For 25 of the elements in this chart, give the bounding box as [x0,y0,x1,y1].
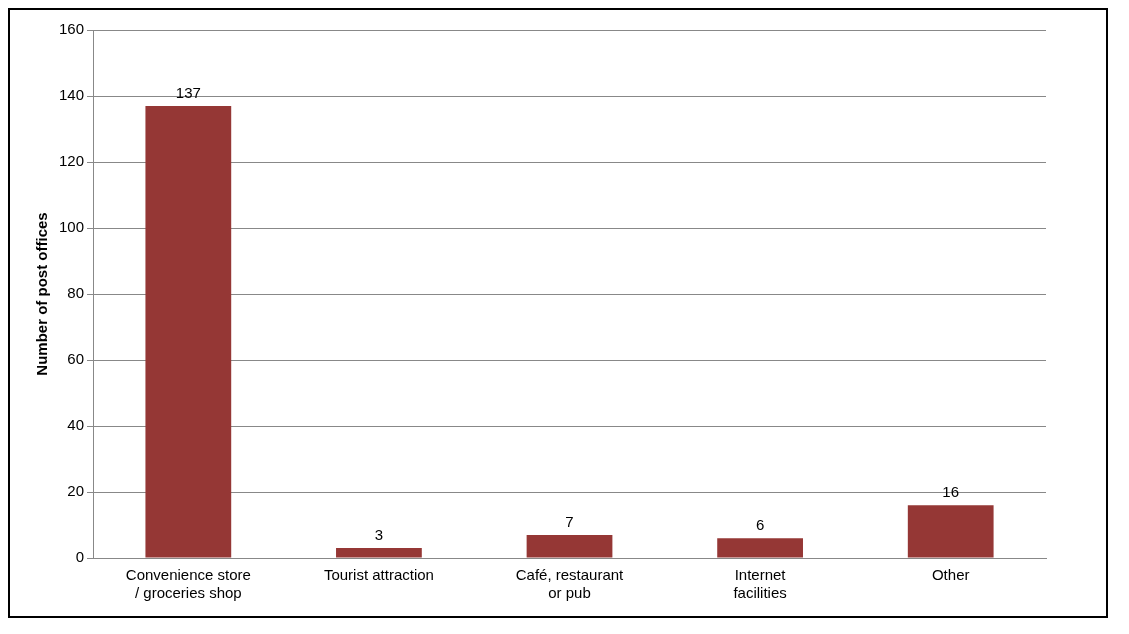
data-label: 6 [755,515,765,533]
x-tick-label: Convenience store / groceries shop [125,566,251,602]
y-tick-label: 80 [67,284,85,302]
data-label: 137 [175,83,201,101]
x-tick-label: Other [931,566,970,584]
data-label: 3 [374,525,384,543]
y-tick-label: 0 [75,548,85,566]
data-label: 7 [565,512,574,530]
x-tick-label: Internet facilities [733,566,787,602]
bar [907,505,994,558]
x-tick-label: Tourist attraction [323,566,434,584]
x-tick-label: Café, restaurant or pub [515,566,625,602]
bar [526,534,613,558]
y-tick-label: 100 [59,218,85,236]
bar [336,548,422,558]
bar [717,538,803,558]
y-axis-title: Number of post offices [33,212,51,376]
data-label: 16 [942,482,960,500]
y-tick-label: 140 [59,86,85,104]
bar [145,105,232,558]
y-tick-label: 120 [59,152,85,170]
y-tick-label: 60 [67,350,85,368]
y-tick-label: 40 [67,416,85,434]
y-tick-label: 160 [59,20,85,38]
y-tick-label: 20 [67,482,85,500]
